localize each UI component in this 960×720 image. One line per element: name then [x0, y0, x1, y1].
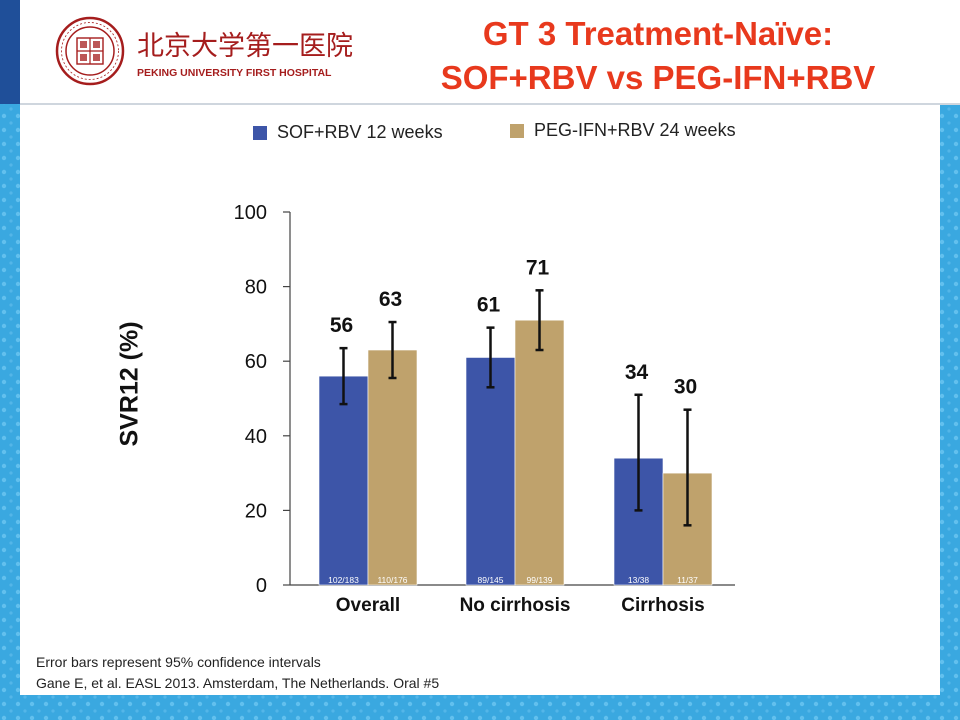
- count-label-2-1: 11/37: [677, 575, 698, 585]
- header-divider: [20, 103, 960, 105]
- bar-0-0: [318, 375, 369, 586]
- y-tick-label-0: 0: [256, 575, 267, 597]
- count-label-1-0: 89/145: [478, 575, 504, 585]
- header-accent-band: [0, 0, 20, 104]
- slide-title-line-2: SOF+RBV vs PEG-IFN+RBV: [440, 59, 876, 96]
- bar-1-1: [514, 319, 565, 586]
- y-tick-label-60: 60: [245, 351, 267, 373]
- slide-title: GT 3 Treatment-Naïve: SOF+RBV vs PEG-IFN…: [388, 12, 928, 100]
- hospital-name-english: PEKING UNIVERSITY FIRST HOSPITAL: [137, 67, 332, 79]
- count-label-0-1: 110/176: [377, 575, 407, 585]
- footnote-error-bars: Error bars represent 95% confidence inte…: [36, 654, 321, 670]
- value-label-2-0: 34: [625, 361, 649, 384]
- bar-1-0: [465, 357, 516, 586]
- legend-label-sof: SOF+RBV 12 weeks: [277, 122, 443, 142]
- legend-item-peg: PEG-IFN+RBV 24 weeks: [510, 120, 736, 141]
- legend-label-peg: PEG-IFN+RBV 24 weeks: [534, 120, 736, 140]
- value-label-2-1: 30: [674, 376, 697, 399]
- hospital-logo: 北京大学第一医院 PEKING UNIVERSITY FIRST HOSPITA…: [55, 16, 385, 86]
- value-label-0-0: 56: [330, 314, 353, 337]
- legend-item-sof: SOF+RBV 12 weeks: [253, 122, 443, 143]
- legend-swatch-peg: [510, 123, 524, 138]
- value-label-0-1: 63: [379, 288, 402, 311]
- count-label-1-1: 99/139: [527, 575, 553, 585]
- count-label-0-0: 102/183: [328, 575, 359, 585]
- category-label-0: Overall: [336, 595, 400, 616]
- value-label-1-0: 61: [477, 294, 501, 317]
- count-label-2-0: 13/38: [628, 575, 650, 585]
- bar-0-1: [367, 349, 418, 586]
- value-label-1-1: 71: [526, 256, 550, 279]
- y-tick-label-80: 80: [245, 277, 267, 299]
- header-bar: [0, 0, 960, 104]
- hospital-name-chinese: 北京大学第一医院: [137, 31, 353, 62]
- category-label-1: No cirrhosis: [460, 595, 571, 616]
- university-seal-icon: [55, 16, 125, 86]
- y-tick-label-20: 20: [245, 500, 267, 522]
- slide-title-line-1: GT 3 Treatment-Naïve:: [482, 15, 834, 52]
- y-tick-label-100: 100: [234, 202, 267, 224]
- y-tick-label-40: 40: [245, 426, 267, 448]
- footnote-citation: Gane E, et al. EASL 2013. Amsterdam, The…: [36, 675, 440, 691]
- category-label-2: Cirrhosis: [621, 595, 704, 616]
- legend-swatch-sof: [253, 125, 267, 140]
